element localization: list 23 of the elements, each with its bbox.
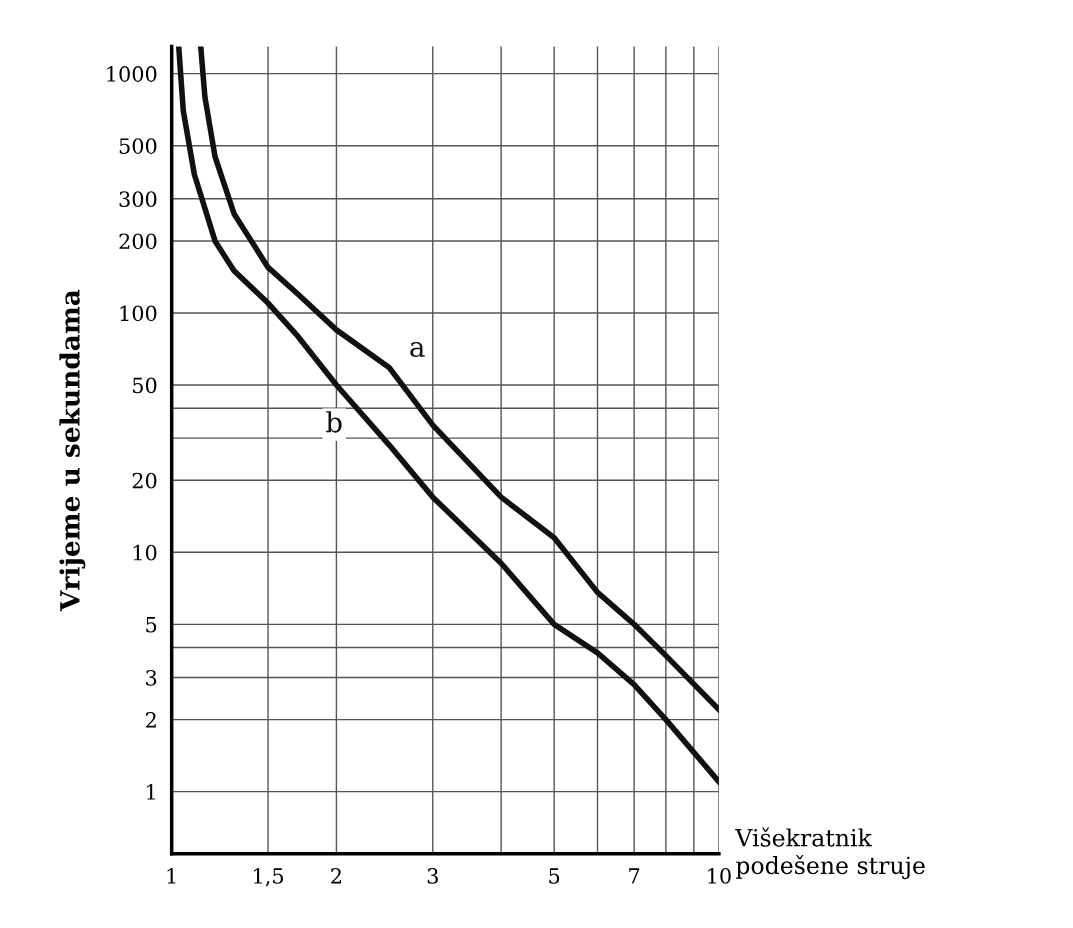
series-label: b xyxy=(326,411,342,433)
y-tick-label: 300 xyxy=(119,191,157,208)
y-tick-label: 500 xyxy=(119,138,157,154)
x-tick-label: 2 xyxy=(331,868,341,884)
y-tick-label: 100 xyxy=(120,305,157,322)
x-tick-label: 5 xyxy=(549,868,560,884)
y-tick-label: 200 xyxy=(119,233,157,250)
x-tick-label: 3 xyxy=(427,868,438,884)
y-tick-label: 10 xyxy=(133,544,157,561)
series-label: a xyxy=(410,341,425,358)
x-tick-label: 10 xyxy=(708,868,731,884)
y-tick-label: 2 xyxy=(145,712,156,728)
y-tick-label: 3 xyxy=(146,669,157,686)
y-tick-label: 5 xyxy=(146,617,157,633)
y-tick-label: 1 xyxy=(147,784,155,800)
y-tick-label: 50 xyxy=(133,377,157,394)
y-tick-label: 1000 xyxy=(107,66,157,82)
y-axis-title: Vrijeme u sekundama xyxy=(59,289,86,612)
y-tick-label: 20 xyxy=(132,472,157,489)
x-tick-label: 7 xyxy=(629,868,640,884)
x-tick-label: 1 xyxy=(167,868,176,884)
x-tick-label: 1,5 xyxy=(254,868,283,887)
x-axis-title: Višekratnik podešene struje xyxy=(735,827,925,880)
